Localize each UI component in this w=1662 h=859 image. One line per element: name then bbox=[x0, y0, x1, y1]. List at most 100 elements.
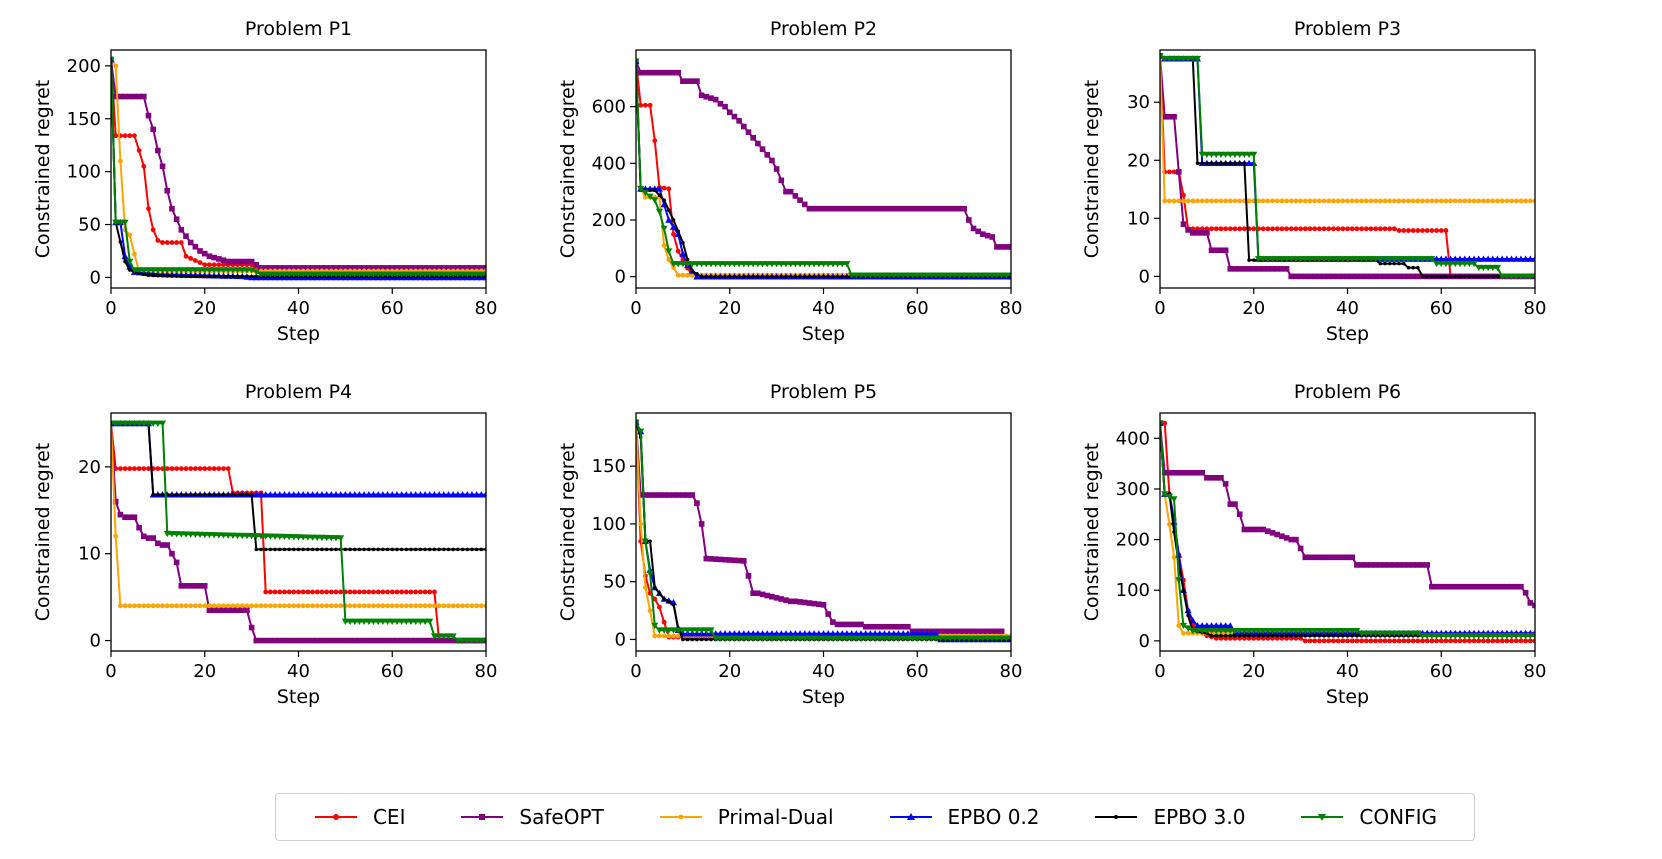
data-point bbox=[1382, 638, 1388, 644]
data-point bbox=[468, 491, 476, 498]
data-point bbox=[1377, 562, 1384, 568]
data-point bbox=[1175, 169, 1182, 175]
data-point bbox=[394, 265, 400, 271]
data-point bbox=[276, 637, 283, 644]
x-axis-label: Step bbox=[277, 686, 320, 708]
data-point bbox=[295, 271, 302, 278]
data-point bbox=[933, 205, 939, 212]
data-point bbox=[296, 547, 301, 552]
data-point bbox=[445, 637, 452, 644]
data-point bbox=[1400, 273, 1407, 280]
data-point bbox=[1280, 634, 1284, 638]
data-point bbox=[149, 420, 157, 427]
data-point bbox=[229, 267, 237, 274]
subplot-title: Problem P6 bbox=[1294, 381, 1401, 403]
data-point bbox=[1522, 255, 1530, 262]
data-point bbox=[675, 492, 681, 498]
data-point bbox=[1367, 630, 1375, 637]
series-config bbox=[111, 56, 486, 278]
data-point bbox=[885, 630, 893, 637]
data-point bbox=[1420, 228, 1425, 233]
data-point bbox=[1162, 420, 1168, 426]
data-point bbox=[445, 633, 452, 640]
series-line bbox=[1160, 423, 1535, 637]
data-point bbox=[679, 627, 687, 634]
data-point bbox=[667, 600, 671, 604]
data-point bbox=[385, 603, 390, 609]
data-point bbox=[782, 261, 790, 268]
data-point bbox=[1368, 562, 1374, 568]
data-point bbox=[834, 261, 842, 268]
data-point bbox=[1434, 228, 1439, 233]
data-point bbox=[463, 271, 471, 278]
data-point bbox=[693, 627, 701, 634]
data-point bbox=[989, 628, 996, 635]
data-point bbox=[202, 492, 207, 497]
data-point bbox=[375, 637, 381, 644]
data-point bbox=[820, 601, 827, 608]
data-point bbox=[421, 271, 429, 278]
data-point bbox=[722, 103, 728, 110]
data-point bbox=[1494, 264, 1501, 272]
data-point bbox=[735, 261, 743, 268]
data-point bbox=[337, 271, 345, 278]
data-point bbox=[468, 271, 476, 278]
data-point bbox=[1367, 256, 1375, 263]
data-point bbox=[287, 547, 291, 552]
data-point bbox=[1363, 638, 1369, 644]
data-point bbox=[234, 267, 242, 274]
data-point bbox=[1270, 198, 1275, 204]
data-point bbox=[652, 633, 658, 639]
data-point bbox=[1489, 264, 1497, 272]
data-point bbox=[801, 599, 808, 606]
data-point bbox=[885, 272, 893, 279]
data-point bbox=[1391, 226, 1397, 232]
data-point bbox=[642, 492, 649, 498]
data-point bbox=[327, 271, 335, 278]
data-point bbox=[1504, 198, 1510, 204]
data-point bbox=[389, 637, 396, 644]
data-point bbox=[446, 603, 451, 609]
y-tick-label: 30 bbox=[1127, 92, 1150, 113]
data-point bbox=[1233, 161, 1237, 165]
data-point bbox=[994, 628, 1000, 635]
data-point bbox=[1255, 526, 1262, 533]
data-point bbox=[722, 556, 728, 563]
data-point bbox=[730, 261, 738, 268]
data-point bbox=[1189, 55, 1197, 63]
x-tick-label: 60 bbox=[906, 661, 929, 682]
data-point bbox=[1294, 634, 1298, 638]
data-point bbox=[351, 637, 358, 644]
data-point bbox=[315, 547, 320, 552]
data-point bbox=[333, 603, 339, 609]
data-point bbox=[1301, 627, 1309, 635]
x-tick-label: 80 bbox=[1524, 661, 1547, 682]
data-point bbox=[698, 521, 705, 527]
data-point bbox=[1461, 255, 1469, 262]
data-point bbox=[913, 272, 921, 279]
data-point bbox=[192, 466, 198, 471]
data-point bbox=[1406, 638, 1411, 644]
data-point bbox=[257, 271, 265, 278]
data-point bbox=[1363, 226, 1369, 232]
data-point bbox=[441, 637, 447, 644]
data-point bbox=[998, 272, 1006, 279]
data-point bbox=[342, 265, 349, 271]
data-point bbox=[268, 547, 273, 552]
data-point bbox=[1190, 198, 1196, 204]
data-point bbox=[666, 69, 672, 76]
data-point bbox=[1396, 638, 1402, 644]
data-point bbox=[399, 547, 404, 552]
data-point bbox=[1447, 255, 1455, 262]
data-point bbox=[820, 635, 827, 642]
data-point bbox=[403, 589, 409, 595]
data-point bbox=[1480, 583, 1487, 590]
data-point bbox=[272, 637, 278, 644]
data-point bbox=[857, 630, 865, 637]
data-point bbox=[253, 261, 260, 268]
data-point bbox=[1208, 622, 1216, 629]
data-point bbox=[810, 261, 818, 268]
plot-frame bbox=[1159, 412, 1536, 652]
series-line bbox=[1160, 423, 1535, 607]
data-point bbox=[249, 274, 254, 279]
